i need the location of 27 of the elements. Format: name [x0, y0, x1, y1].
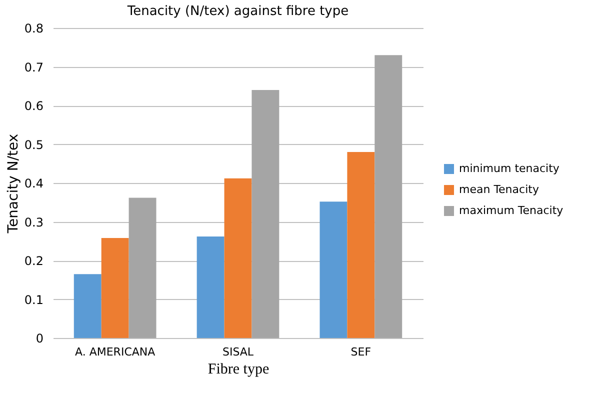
x-tick-label: SISAL: [222, 346, 254, 358]
y-tick-label: 0.7: [24, 60, 44, 74]
legend-label: maximum Tenacity: [459, 204, 564, 217]
legend-label: mean Tenacity: [459, 183, 540, 196]
bar: [320, 202, 348, 338]
y-tick-label: 0.2: [24, 254, 44, 268]
x-tick-label: A. AMERICANA: [75, 346, 156, 358]
bar: [74, 274, 102, 338]
y-tick-label: 0: [36, 332, 44, 346]
y-tick-label: 0.4: [24, 176, 44, 190]
x-tick-label: SEF: [350, 346, 372, 358]
bar: [128, 198, 156, 338]
y-tick-label: 0.8: [24, 22, 44, 36]
y-tick-label: 0.5: [24, 138, 44, 152]
bar: [374, 55, 402, 338]
y-tick-label: 0.6: [24, 99, 44, 113]
bar: [101, 238, 129, 338]
bar: [347, 152, 375, 338]
bar: [196, 236, 224, 338]
y-tick-label: 0.1: [24, 292, 44, 307]
bar: [252, 90, 280, 338]
legend-label: minimum tenacity: [459, 162, 560, 175]
chart-title: Tenacity (N/tex) against fibre type: [126, 4, 349, 19]
x-axis-title: Fibre type: [208, 362, 270, 378]
bar: [224, 178, 252, 338]
y-axis-title: Tenacity N/tex: [5, 134, 22, 234]
y-tick-label: 0.3: [24, 215, 44, 230]
